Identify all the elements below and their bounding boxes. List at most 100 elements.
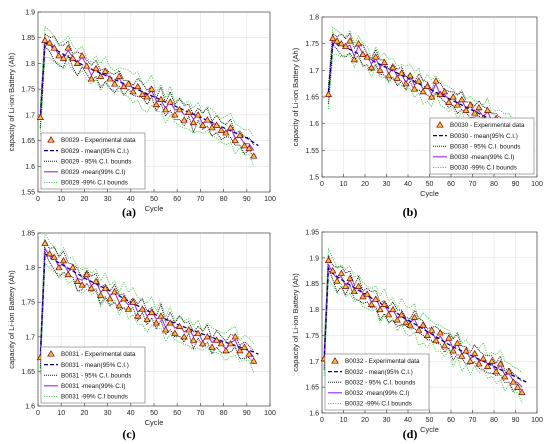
data-point-marker — [333, 277, 341, 284]
x-tick-label: 90 — [243, 410, 251, 417]
data-point-marker — [415, 77, 423, 84]
legend: B0031 - Experimental data B0031 - mean(95… — [40, 346, 146, 404]
data-point-marker — [129, 298, 137, 305]
data-point-marker — [250, 152, 258, 159]
x-tick-label: 60 — [173, 196, 181, 203]
x-tick-label: 60 — [447, 417, 455, 424]
data-point-marker — [217, 126, 225, 133]
data-point-marker — [475, 103, 483, 111]
data-point-marker — [64, 44, 72, 51]
data-point-marker — [97, 291, 105, 298]
data-point-marker — [342, 282, 350, 289]
data-point-marker — [161, 326, 170, 333]
x-tick-label: 20 — [361, 417, 369, 424]
legend-entry: B0032 -mean(99% C.I) — [345, 390, 409, 397]
data-point-marker — [41, 239, 49, 246]
x-tick-label: 10 — [57, 196, 65, 203]
data-point-marker — [45, 250, 54, 257]
data-point-marker — [475, 360, 483, 367]
data-point-marker — [236, 131, 244, 138]
y-tick-label: 1.65 — [21, 138, 35, 145]
x-axis-label: Cycle — [145, 204, 164, 213]
legend-entry: B0031 -99% C.I bounds — [61, 394, 128, 401]
data-point-marker — [363, 53, 371, 60]
data-point-marker — [397, 311, 406, 318]
y-tick-label: 1.95 — [305, 230, 319, 237]
x-tick-label: 70 — [469, 417, 477, 424]
x-tick-label: 0 — [36, 410, 40, 417]
panel-label: (c) — [122, 427, 135, 441]
data-point-marker — [194, 329, 202, 336]
data-point-marker — [106, 75, 114, 82]
data-point-marker — [208, 343, 216, 350]
data-point-marker — [372, 295, 380, 302]
legend-entry: B0032 - mean(95% C.I.) — [345, 369, 413, 376]
data-point-marker — [402, 79, 410, 87]
data-point-marker — [110, 80, 119, 87]
y-tick-label: 1.75 — [21, 87, 35, 94]
x-tick-label: 90 — [243, 196, 251, 203]
x-tick-label: 50 — [150, 196, 158, 203]
data-point-marker — [505, 367, 513, 375]
y-tick-label: 1.75 — [305, 41, 319, 48]
data-point-marker — [432, 336, 440, 344]
x-tick-label: 40 — [404, 181, 412, 188]
legend: B0029 - Experimental data B0029 - mean(95… — [40, 132, 146, 190]
data-point-marker — [240, 142, 249, 149]
series-line-mean-95 — [323, 266, 527, 383]
series-line-99-upper — [328, 26, 523, 127]
data-point-marker — [333, 37, 341, 44]
legend-box — [429, 117, 535, 175]
x-tick-label: 40 — [127, 410, 135, 417]
y-tick-label: 1.5 — [309, 175, 319, 182]
data-point-marker — [50, 253, 58, 260]
data-point-marker — [324, 90, 333, 97]
y-tick-label: 1.65 — [21, 369, 35, 376]
data-point-marker — [479, 354, 487, 362]
y-tick-label: 1.65 — [305, 385, 319, 392]
series-line-95-lower — [39, 45, 255, 159]
data-point-marker — [471, 109, 479, 116]
series-line-99-upper — [39, 233, 255, 349]
data-point-marker — [367, 300, 376, 307]
data-point-marker — [501, 373, 509, 380]
data-point-marker — [393, 74, 401, 81]
legend-entry: B0029 - mean(95% C.I.) — [61, 148, 129, 155]
data-point-marker — [134, 82, 142, 90]
x-tick-label: 70 — [197, 196, 205, 203]
data-point-marker — [236, 346, 244, 354]
legend-entry: B0030 -mean(99% C.I) — [450, 154, 514, 161]
data-point-marker — [445, 334, 453, 341]
data-point-marker — [466, 101, 474, 108]
x-tick-label: 20 — [81, 196, 89, 203]
series-line-99-lower — [39, 262, 255, 374]
data-point-marker — [359, 50, 367, 57]
data-point-marker — [185, 108, 193, 115]
data-point-marker — [449, 93, 457, 100]
x-tick-label: 80 — [220, 410, 228, 417]
data-point-marker — [415, 326, 423, 333]
data-point-marker — [124, 80, 133, 87]
legend-box — [40, 132, 146, 190]
data-point-marker — [45, 39, 54, 46]
data-point-marker — [376, 305, 384, 313]
data-point-marker — [69, 263, 77, 271]
data-point-marker — [152, 319, 160, 326]
series-line-95-upper — [39, 239, 255, 353]
x-axis-label: Cycle — [420, 189, 439, 198]
legend-entry: B0032 - 95% C.I. bounds — [345, 379, 415, 386]
legend-entry: B0030 -99% C.I bounds — [450, 165, 517, 172]
x-tick-label: 40 — [127, 196, 135, 203]
data-point-marker — [432, 77, 440, 84]
legend-entry: B0032 - Experimental data — [345, 358, 420, 365]
data-point-marker — [346, 274, 354, 282]
data-point-marker — [428, 93, 436, 100]
data-point-marker — [518, 388, 526, 395]
legend-marker — [331, 357, 339, 364]
x-tick-label: 70 — [469, 181, 477, 188]
x-tick-label: 100 — [531, 181, 543, 188]
chart-panel-2: 0 10 20 30 40 50 60 70 80 90 100 1.5 1.55 1.6 1.65 1.7 1… — [291, 15, 543, 220]
y-tick-label: 1.7 — [25, 334, 35, 341]
data-point-marker — [36, 113, 44, 120]
